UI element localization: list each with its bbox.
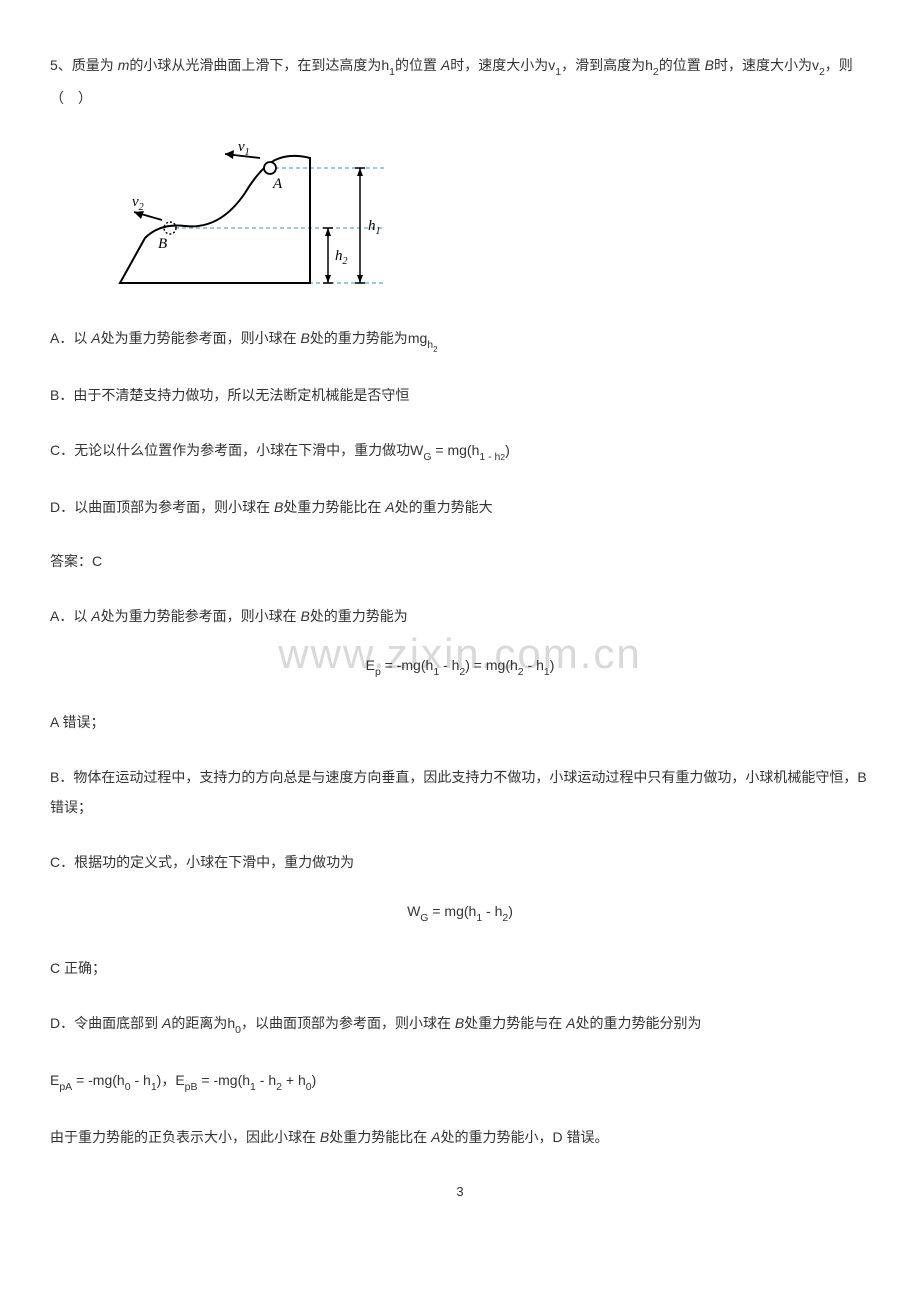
option-d: D．以曲面顶部为参考面，则小球在 B处重力势能比在 A处的重力势能大 [50,492,870,523]
fig-h1-label: h1 [368,218,381,237]
explanation-a-formula: Ep = -mg(h1 - h2) = mg(h2 - h1) [50,650,870,683]
fig-h2-label: h2 [335,248,348,267]
fig-v2-label: v2 [132,194,144,213]
fig-B-label: B [158,236,167,252]
explanation-a-conclusion: A 错误； [50,707,870,738]
fig-A-label: A [272,176,283,192]
explanation-d-conclusion: 由于重力势能的正负表示大小，因此小球在 B处重力势能比在 A处的重力势能小，D … [50,1122,870,1153]
explanation-d: D．令曲面底部到 A的距离为h0，以曲面顶部为参考面，则小球在 B处重力势能与在… [50,1008,870,1041]
explanation-c-formula: WG = mg(h1 - h2) [50,896,870,929]
var-h1: h1 [381,57,395,73]
var-v2: v2 [812,57,825,73]
question-stem: 5、质量为 m的小球从光滑曲面上滑下，在到达高度为h1的位置 A时，速度大小为v… [50,50,870,114]
explanation-c: C．根据功的定义式，小球在下滑中，重力做功为 [50,847,870,878]
option-b: B．由于不清楚支持力做功，所以无法断定机械能是否守恒 [50,380,870,411]
explanation-c-conclusion: C 正确； [50,953,870,984]
page-number: 3 [50,1182,870,1203]
option-a: A．以 A处为重力势能参考面，则小球在 B处的重力势能为mgh2 [50,323,870,356]
answer-line: 答案：C [50,546,870,577]
question-number: 5、 [50,57,72,73]
explanation-b: B．物体在运动过程中，支持力的方向总是与速度方向垂直，因此支持力不做功，小球运动… [50,762,870,824]
explanation-a: A．以 A处为重力势能参考面，则小球在 B处的重力势能为 [50,601,870,632]
page-content: 5、质量为 m的小球从光滑曲面上滑下，在到达高度为h1的位置 A时，速度大小为v… [50,50,870,1203]
explanation-d-formula: EpA = -mg(h0 - h1)，EpB = -mg(h1 - h2 + h… [50,1065,870,1098]
question-figure: v1 A v2 B h1 h2 [110,138,870,298]
var-m: m [118,57,130,73]
curve-diagram: v1 A v2 B h1 h2 [110,138,390,298]
var-h2: h2 [645,57,659,73]
option-c: C．无论以什么位置作为参考面，小球在下滑中，重力做功WG = mg(h1 - h… [50,435,870,468]
var-v1: v1 [548,57,561,73]
